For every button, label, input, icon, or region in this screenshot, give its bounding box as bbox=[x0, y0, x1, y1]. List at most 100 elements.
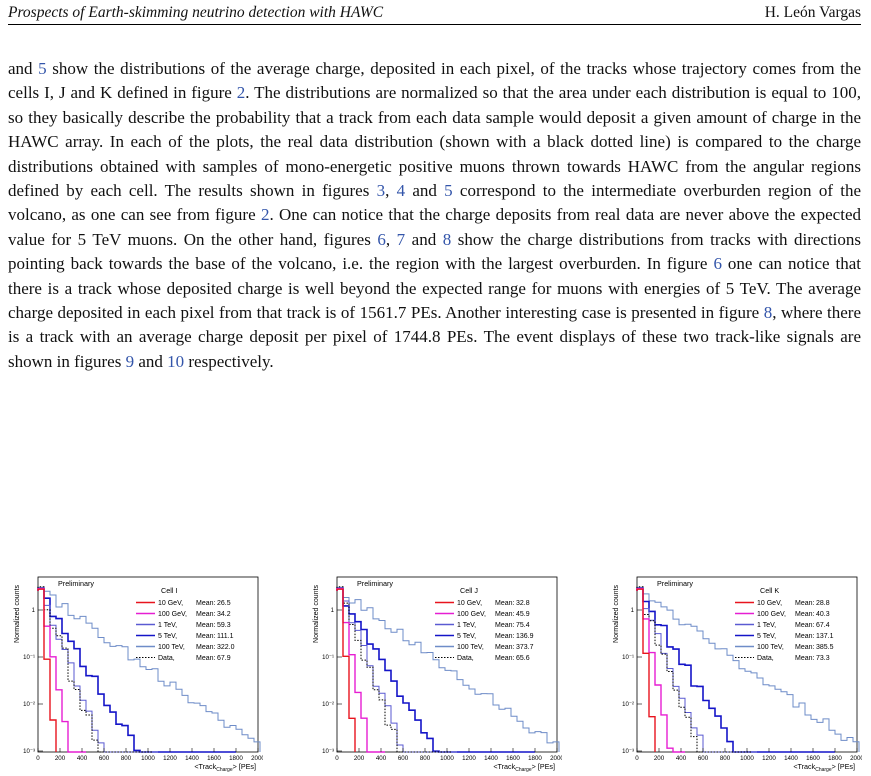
legend-mean-value: 73.3 bbox=[816, 655, 830, 662]
legend-mean-value: 65.6 bbox=[516, 655, 530, 662]
legend-mean-label: Mean: bbox=[196, 633, 216, 640]
x-tick-label: 1600 bbox=[207, 755, 221, 762]
legend-energy: 10 GeV, bbox=[158, 600, 183, 607]
cell-label: Cell K bbox=[760, 586, 779, 595]
histogram-series-10-gev bbox=[636, 588, 656, 752]
legend-mean-label: Mean: bbox=[196, 655, 216, 662]
figure-ref-link[interactable]: 5 bbox=[444, 181, 453, 201]
x-tick-label: 1400 bbox=[185, 755, 199, 762]
preliminary-label: Preliminary bbox=[58, 579, 94, 588]
y-tick-label: 1 bbox=[631, 608, 635, 614]
x-tick-label: 1200 bbox=[762, 755, 776, 762]
legend-mean-value: 32.8 bbox=[516, 600, 530, 607]
x-axis-label: <TrackCharge> [PEs] bbox=[194, 762, 256, 773]
histogram-series-data bbox=[336, 586, 451, 753]
legend-mean-value: 75.4 bbox=[516, 622, 530, 629]
legend-mean-value: 26.5 bbox=[217, 600, 231, 607]
text-run: and bbox=[405, 181, 445, 201]
x-axis-label-tail: > [PEs] bbox=[532, 762, 555, 771]
legend-mean-label: Mean: bbox=[495, 633, 515, 640]
figure-ref-link[interactable]: 9 bbox=[125, 351, 135, 371]
text-run: and bbox=[8, 59, 39, 78]
legend-energy: 10 GeV, bbox=[457, 600, 482, 607]
text-run: and bbox=[405, 229, 443, 249]
legend-mean-value: 67.4 bbox=[816, 622, 830, 629]
cell-label: Cell J bbox=[460, 586, 478, 595]
legend-mean-value: 67.9 bbox=[217, 655, 231, 662]
header-title: Prospects of Earth-skimming neutrino det… bbox=[8, 4, 384, 21]
text-run: show the distributions of the average ch… bbox=[8, 59, 861, 103]
y-tick-label: 10⁻³ bbox=[322, 749, 334, 755]
legend-mean-value: 59.3 bbox=[217, 622, 231, 629]
x-tick-label: 1800 bbox=[229, 755, 243, 762]
legend-mean-label: Mean: bbox=[795, 611, 815, 618]
y-tick-label: 1 bbox=[331, 608, 335, 614]
legend-mean-label: Mean: bbox=[795, 600, 815, 607]
legend-energy: 1 TeV, bbox=[158, 622, 177, 629]
legend-energy: 100 GeV, bbox=[457, 611, 486, 618]
histogram-svg: 0 200 400 600 800 1000 1200 1400 1600 1800 2000 10⁻… bbox=[14, 576, 263, 773]
x-tick-label: 400 bbox=[676, 755, 687, 762]
x-axis-label: <TrackCharge> [PEs] bbox=[793, 762, 855, 773]
x-tick-label: 2000 bbox=[550, 755, 562, 762]
x-tick-label: 1200 bbox=[163, 755, 177, 762]
histogram-cell-j: 0 200 400 600 800 1000 1200 1400 1600 1800 2000 10⁻… bbox=[307, 574, 562, 774]
header-rule bbox=[8, 24, 861, 25]
legend-mean-value: 40.3 bbox=[816, 611, 830, 618]
figure-ref-link[interactable]: 2 bbox=[260, 205, 270, 225]
figure-ref-link[interactable]: 2 bbox=[236, 83, 246, 103]
histogram-series-5-tev bbox=[636, 587, 835, 753]
text-run: , bbox=[385, 229, 397, 249]
x-tick-label: 0 bbox=[635, 755, 639, 762]
x-tick-label: 2000 bbox=[850, 755, 862, 762]
legend-mean-value: 373.7 bbox=[516, 644, 534, 651]
histogram-series-data bbox=[636, 586, 751, 753]
x-tick-label: 0 bbox=[36, 755, 40, 762]
x-axis-label-main: <Track bbox=[493, 762, 515, 771]
text-run: , bbox=[385, 181, 397, 201]
text-run: , where there is a track with an average… bbox=[8, 303, 861, 371]
legend-mean-value: 385.5 bbox=[816, 644, 834, 651]
figure-ref-link[interactable]: 7 bbox=[396, 229, 406, 249]
legend-mean-label: Mean: bbox=[495, 611, 515, 618]
legend-mean-value: 111.1 bbox=[217, 633, 234, 640]
x-axis-label-tail: > [PEs] bbox=[233, 762, 256, 771]
legend-energy: 1 TeV, bbox=[757, 622, 776, 629]
y-axis-label: Normalized counts bbox=[613, 585, 620, 643]
figure-ref-link[interactable]: 8 bbox=[442, 229, 452, 249]
y-tick-label: 10⁻² bbox=[322, 702, 334, 708]
legend-energy: Data, bbox=[158, 655, 175, 662]
cell-label: Cell I bbox=[161, 586, 177, 595]
legend-mean-value: 322.0 bbox=[217, 644, 235, 651]
histogram-series-10-gev bbox=[336, 588, 356, 752]
figure-ref-link[interactable]: 8 bbox=[763, 303, 773, 323]
legend-mean-label: Mean: bbox=[495, 622, 515, 629]
text-run: show the charge distributions from track… bbox=[8, 229, 862, 274]
histogram-cell-i: 0 200 400 600 800 1000 1200 1400 1600 1800 2000 10⁻… bbox=[8, 574, 263, 774]
figure-ref-link[interactable]: 4 bbox=[396, 181, 406, 201]
preliminary-label: Preliminary bbox=[657, 579, 693, 588]
y-axis-label: Normalized counts bbox=[14, 585, 21, 643]
text-run: and bbox=[134, 351, 168, 371]
legend-energy: 5 TeV, bbox=[457, 633, 476, 640]
running-header: Prospects of Earth-skimming neutrino det… bbox=[8, 2, 861, 24]
legend-mean-label: Mean: bbox=[495, 644, 515, 651]
legend-mean-label: Mean: bbox=[196, 611, 216, 618]
legend-mean-label: Mean: bbox=[495, 600, 515, 607]
x-tick-label: 200 bbox=[55, 755, 66, 762]
figure-ref-link[interactable]: 5 bbox=[38, 59, 47, 78]
legend-mean-value: 137.1 bbox=[816, 633, 834, 640]
x-tick-label: 200 bbox=[654, 755, 665, 762]
legend-mean-label: Mean: bbox=[795, 655, 815, 662]
x-tick-label: 2000 bbox=[251, 755, 263, 762]
figure-ref-link[interactable]: 10 bbox=[167, 351, 185, 371]
legend-mean-value: 45.9 bbox=[516, 611, 530, 618]
x-axis-label-tail: > [PEs] bbox=[832, 762, 855, 771]
figure-ref-link[interactable]: 6 bbox=[713, 254, 722, 274]
figure-ref-link[interactable]: 3 bbox=[376, 181, 386, 201]
legend-mean-label: Mean: bbox=[795, 633, 815, 640]
x-tick-label: 1600 bbox=[806, 755, 820, 762]
text-run: . The distributions are normalized so th… bbox=[8, 83, 861, 201]
figure-ref-link[interactable]: 6 bbox=[377, 229, 386, 249]
legend-mean-label: Mean: bbox=[196, 622, 216, 629]
